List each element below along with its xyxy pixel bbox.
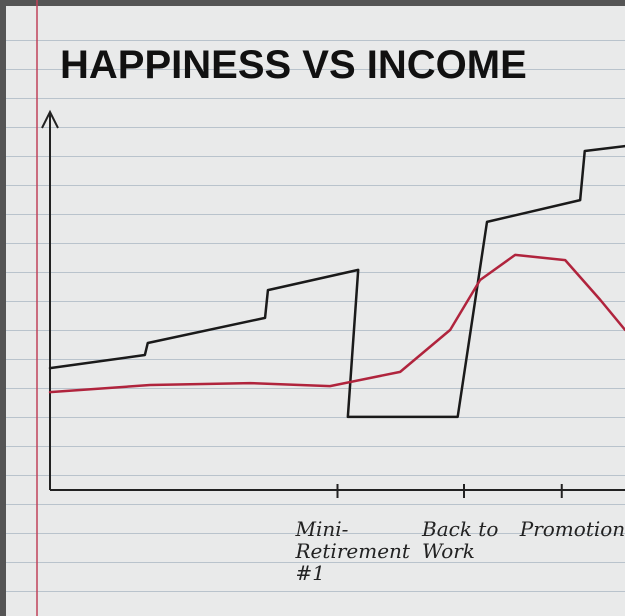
- line-series: [50, 146, 625, 417]
- x-tick-label: Promotion: [520, 518, 625, 540]
- x-tick-label: Back to Work: [422, 518, 532, 562]
- page: HAPPINESS VS INCOME (() => { const data …: [0, 0, 625, 616]
- chart-title: HAPPINESS VS INCOME: [60, 43, 527, 87]
- x-tick-label: Mini-Retirement #1: [296, 518, 406, 584]
